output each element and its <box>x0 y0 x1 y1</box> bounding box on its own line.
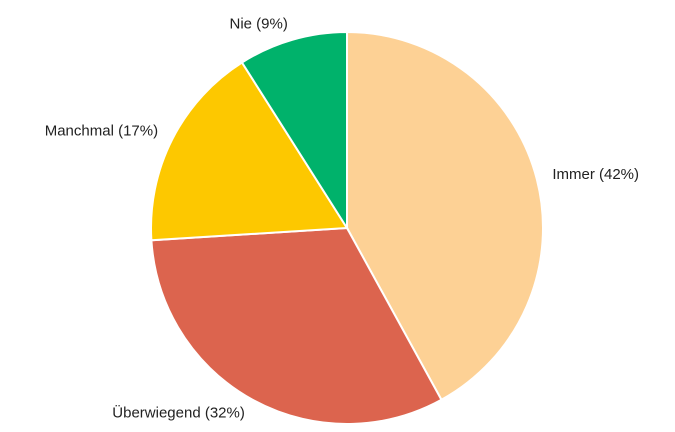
slice-label: Immer (42%) <box>552 166 639 183</box>
slice-label: Überwiegend (32%) <box>112 404 245 422</box>
pie-slice <box>150 226 443 425</box>
pie-slice <box>346 30 544 402</box>
slice-label: Manchmal (17%) <box>45 123 158 140</box>
pie-slice <box>240 30 348 232</box>
pie-slice <box>150 61 349 242</box>
slice-label: Nie (9%) <box>229 15 287 32</box>
